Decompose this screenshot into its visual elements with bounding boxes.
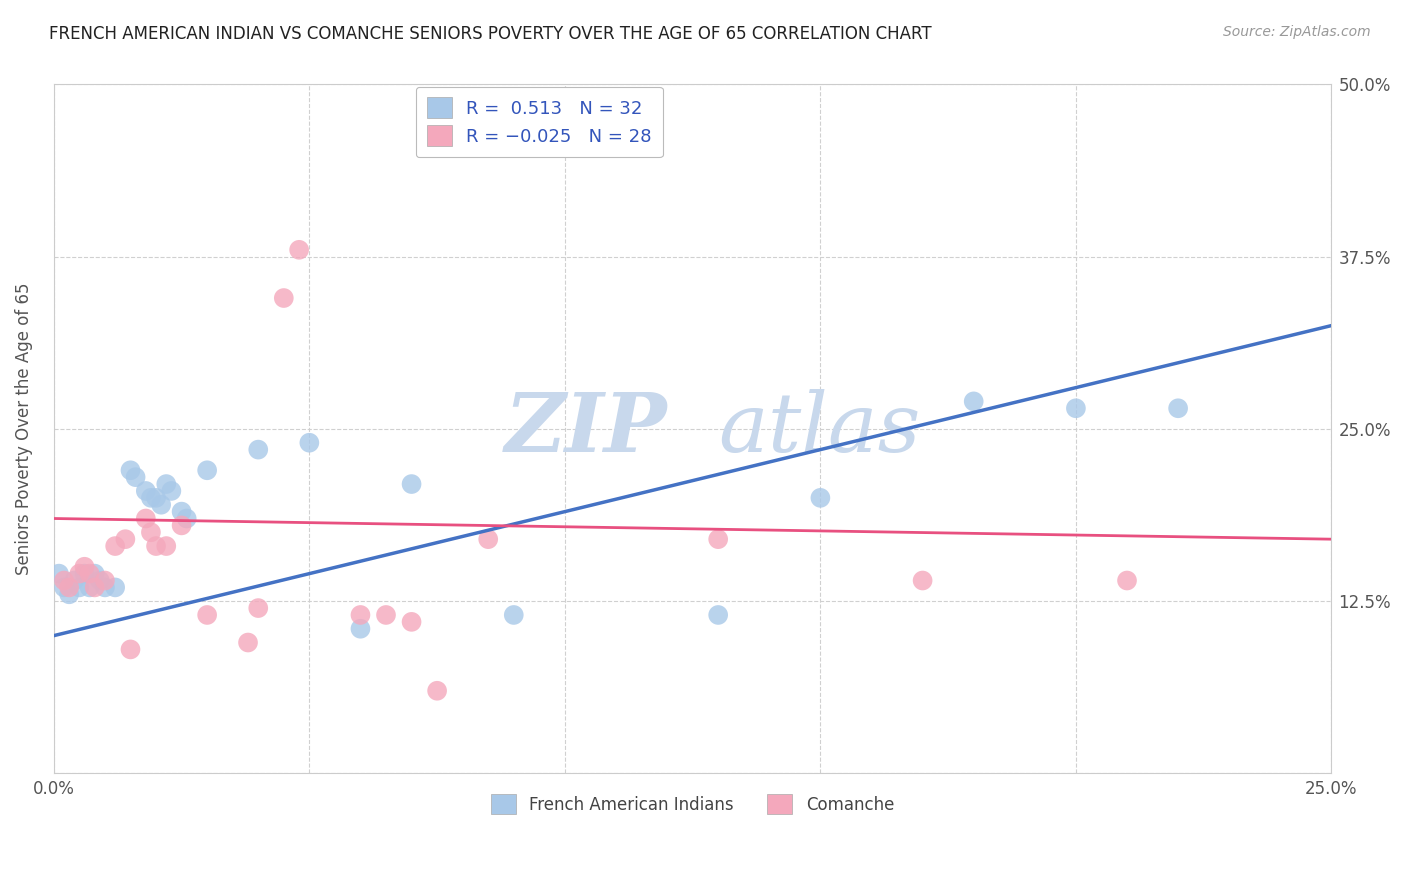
Point bbox=[911, 574, 934, 588]
Point bbox=[236, 635, 259, 649]
Point bbox=[160, 483, 183, 498]
Point bbox=[808, 491, 831, 505]
Point bbox=[707, 532, 730, 546]
Point bbox=[426, 683, 449, 698]
Point bbox=[247, 601, 270, 615]
Legend: French American Indians, Comanche: French American Indians, Comanche bbox=[481, 784, 904, 823]
Point bbox=[155, 539, 177, 553]
Point bbox=[83, 566, 105, 581]
Text: atlas: atlas bbox=[718, 389, 921, 469]
Point bbox=[135, 511, 157, 525]
Point bbox=[1116, 574, 1139, 588]
Text: Source: ZipAtlas.com: Source: ZipAtlas.com bbox=[1223, 25, 1371, 39]
Point bbox=[1167, 401, 1189, 416]
Point bbox=[288, 243, 311, 257]
Point bbox=[58, 587, 80, 601]
Point bbox=[48, 566, 70, 581]
Point bbox=[247, 442, 270, 457]
Point bbox=[298, 435, 321, 450]
Point bbox=[707, 607, 730, 622]
Point bbox=[349, 607, 371, 622]
Point bbox=[170, 505, 193, 519]
Point bbox=[401, 477, 423, 491]
Point bbox=[104, 581, 127, 595]
Point bbox=[124, 470, 146, 484]
Point bbox=[89, 574, 111, 588]
Point bbox=[67, 581, 90, 595]
Point bbox=[53, 581, 76, 595]
Point bbox=[502, 607, 524, 622]
Point bbox=[79, 566, 101, 581]
Point bbox=[273, 291, 295, 305]
Text: FRENCH AMERICAN INDIAN VS COMANCHE SENIORS POVERTY OVER THE AGE OF 65 CORRELATIO: FRENCH AMERICAN INDIAN VS COMANCHE SENIO… bbox=[49, 25, 932, 43]
Point bbox=[401, 615, 423, 629]
Point bbox=[145, 539, 167, 553]
Point bbox=[79, 581, 101, 595]
Point bbox=[67, 566, 90, 581]
Point bbox=[83, 581, 105, 595]
Point bbox=[155, 477, 177, 491]
Point bbox=[195, 463, 218, 477]
Point bbox=[1064, 401, 1087, 416]
Point bbox=[135, 483, 157, 498]
Point bbox=[150, 498, 173, 512]
Point bbox=[349, 622, 371, 636]
Point bbox=[145, 491, 167, 505]
Point bbox=[94, 581, 117, 595]
Point bbox=[120, 642, 142, 657]
Point bbox=[477, 532, 499, 546]
Point bbox=[170, 518, 193, 533]
Point bbox=[375, 607, 398, 622]
Point bbox=[120, 463, 142, 477]
Point bbox=[114, 532, 136, 546]
Point bbox=[139, 491, 162, 505]
Text: ZIP: ZIP bbox=[505, 389, 666, 469]
Y-axis label: Seniors Poverty Over the Age of 65: Seniors Poverty Over the Age of 65 bbox=[15, 283, 32, 575]
Point bbox=[63, 574, 86, 588]
Point bbox=[58, 581, 80, 595]
Point bbox=[139, 525, 162, 540]
Point bbox=[94, 574, 117, 588]
Point bbox=[73, 566, 96, 581]
Point bbox=[104, 539, 127, 553]
Point bbox=[963, 394, 986, 409]
Point bbox=[73, 559, 96, 574]
Point bbox=[53, 574, 76, 588]
Point bbox=[195, 607, 218, 622]
Point bbox=[176, 511, 198, 525]
